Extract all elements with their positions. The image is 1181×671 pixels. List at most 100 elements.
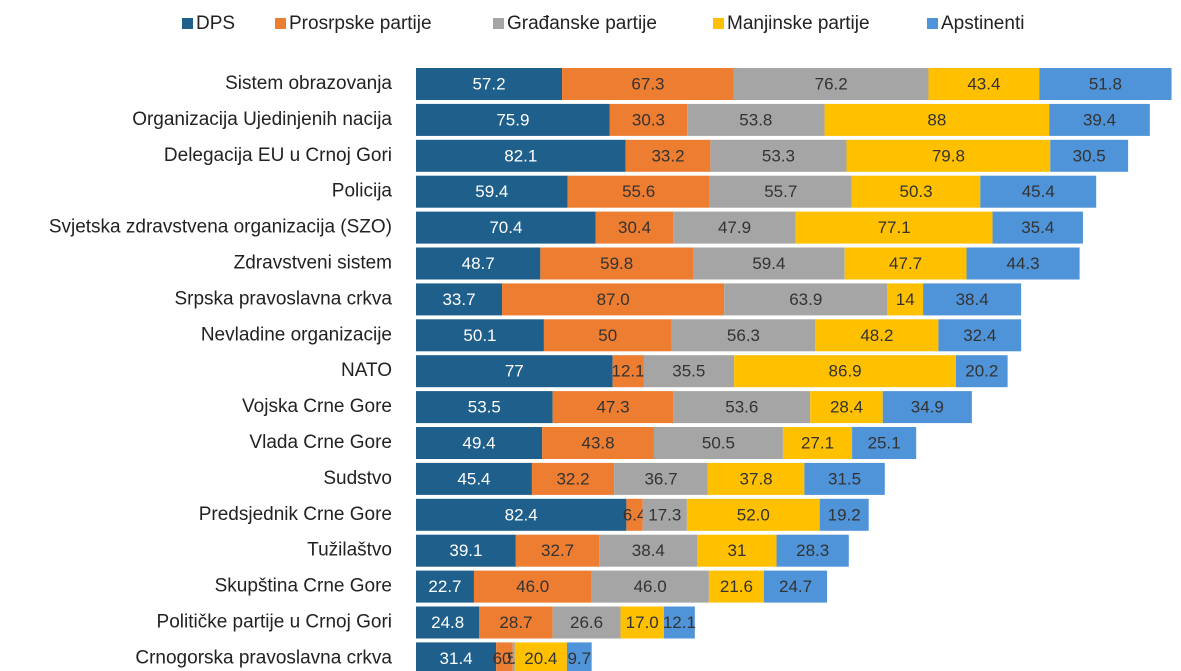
bar-segment bbox=[887, 283, 924, 316]
bar-segment bbox=[724, 283, 888, 316]
bar-segment bbox=[552, 391, 674, 424]
bar-segment bbox=[416, 391, 553, 424]
value-label: 21.6 bbox=[720, 577, 753, 596]
bar-segment bbox=[416, 462, 532, 495]
value-label: 49.4 bbox=[463, 433, 496, 452]
bar-segment bbox=[956, 355, 1008, 388]
value-label: 35.5 bbox=[672, 362, 705, 381]
bar-segment bbox=[514, 642, 567, 671]
value-label: 67.3 bbox=[631, 74, 664, 93]
legend-swatch bbox=[927, 18, 938, 29]
bar-segment bbox=[599, 534, 698, 567]
bar-segment bbox=[567, 175, 710, 208]
bar-segment bbox=[416, 103, 610, 136]
value-label: 37.8 bbox=[740, 469, 773, 488]
value-label: 43.8 bbox=[582, 433, 615, 452]
bar-segment bbox=[776, 534, 849, 567]
value-label: 31.5 bbox=[828, 469, 861, 488]
bar-segment bbox=[966, 247, 1080, 280]
bar-segment bbox=[542, 427, 654, 459]
value-label: 30.3 bbox=[632, 110, 665, 129]
value-label: 35.4 bbox=[1021, 218, 1054, 237]
bar-segment bbox=[708, 570, 765, 603]
value-label: 53.6 bbox=[725, 398, 758, 417]
value-label: 46.0 bbox=[516, 577, 549, 596]
bar-segment bbox=[626, 498, 643, 531]
bar-segment bbox=[591, 570, 709, 603]
value-label: 32.7 bbox=[541, 541, 574, 560]
bar-segment bbox=[416, 175, 568, 208]
bar-segment bbox=[512, 642, 515, 671]
value-label: 20.4 bbox=[524, 649, 557, 668]
bar-segment bbox=[671, 319, 816, 352]
bar-segment bbox=[496, 642, 513, 671]
legend-swatch bbox=[182, 18, 193, 29]
value-label: 47.9 bbox=[718, 218, 751, 237]
bar-segment bbox=[663, 606, 695, 639]
bar-segment bbox=[686, 498, 820, 531]
bar-segment bbox=[733, 68, 929, 100]
value-label: 55.7 bbox=[764, 182, 797, 201]
value-label: 31.4 bbox=[440, 649, 473, 668]
category-label: Policija bbox=[332, 181, 393, 202]
value-label: 50.1 bbox=[463, 326, 496, 345]
bar-segment bbox=[625, 139, 711, 172]
category-label: Tužilaštvo bbox=[307, 540, 392, 561]
bar-segment bbox=[824, 103, 1050, 136]
bar-segment bbox=[531, 462, 615, 495]
bar-segment bbox=[416, 139, 626, 172]
value-label: 47.7 bbox=[889, 254, 922, 273]
bar-segment bbox=[416, 570, 474, 603]
category-label: Svjetska zdravstvena organizacija (SZO) bbox=[49, 217, 392, 238]
value-label: 63.9 bbox=[789, 290, 822, 309]
category-label: Srpska pravoslavna crkva bbox=[174, 288, 392, 309]
value-label: 50.3 bbox=[900, 182, 933, 201]
bar-segment bbox=[543, 319, 672, 352]
bar-segment bbox=[416, 534, 516, 567]
bar-segment bbox=[810, 391, 883, 424]
bar-segment bbox=[852, 427, 917, 459]
bar-segment bbox=[416, 211, 596, 244]
value-label: 82.4 bbox=[505, 505, 538, 524]
category-label: Zdravstveni sistem bbox=[234, 253, 392, 274]
value-label: 87.0 bbox=[597, 290, 630, 309]
value-label: 39.1 bbox=[449, 541, 482, 560]
category-label: NATO bbox=[341, 360, 392, 381]
bar-segment bbox=[697, 534, 777, 567]
value-label: 38.4 bbox=[632, 541, 665, 560]
value-label: 20.2 bbox=[965, 362, 998, 381]
value-label: 53.5 bbox=[468, 398, 501, 417]
value-label: 6.5 bbox=[493, 649, 517, 668]
value-label: 50 bbox=[598, 326, 617, 345]
bar-segment bbox=[846, 139, 1051, 172]
bar-segment bbox=[795, 211, 993, 244]
value-label: 30.5 bbox=[1073, 146, 1106, 165]
value-label: 51.8 bbox=[1089, 74, 1122, 93]
value-label: 12.1 bbox=[612, 362, 645, 381]
bar-segment bbox=[1050, 139, 1129, 172]
legend-label: Manjinske partije bbox=[727, 13, 870, 34]
category-label: Vojska Crne Gore bbox=[242, 396, 392, 417]
value-label: 82.1 bbox=[504, 146, 537, 165]
value-label: 44.3 bbox=[1007, 254, 1040, 273]
value-label: 59.4 bbox=[752, 254, 785, 273]
value-label: 55.6 bbox=[622, 182, 655, 201]
value-label: 28.4 bbox=[830, 398, 863, 417]
bar-segment bbox=[609, 103, 688, 136]
category-label: Crnogorska pravoslavna crkva bbox=[135, 647, 392, 668]
bar-segment bbox=[980, 175, 1097, 208]
bar-segment bbox=[923, 283, 1022, 316]
bar-segment bbox=[566, 642, 592, 671]
value-label: 33.7 bbox=[442, 290, 475, 309]
legend-label: Prosrpske partije bbox=[289, 13, 432, 34]
bar-segment bbox=[479, 606, 553, 639]
value-label: 34.9 bbox=[911, 398, 944, 417]
value-label: 48.7 bbox=[462, 254, 495, 273]
bar-segment bbox=[416, 642, 497, 671]
value-label: 43.4 bbox=[967, 74, 1000, 93]
value-label: 79.8 bbox=[932, 146, 965, 165]
value-label: 38.4 bbox=[956, 290, 989, 309]
bar-segment bbox=[540, 247, 694, 280]
bar-segment bbox=[620, 606, 664, 639]
